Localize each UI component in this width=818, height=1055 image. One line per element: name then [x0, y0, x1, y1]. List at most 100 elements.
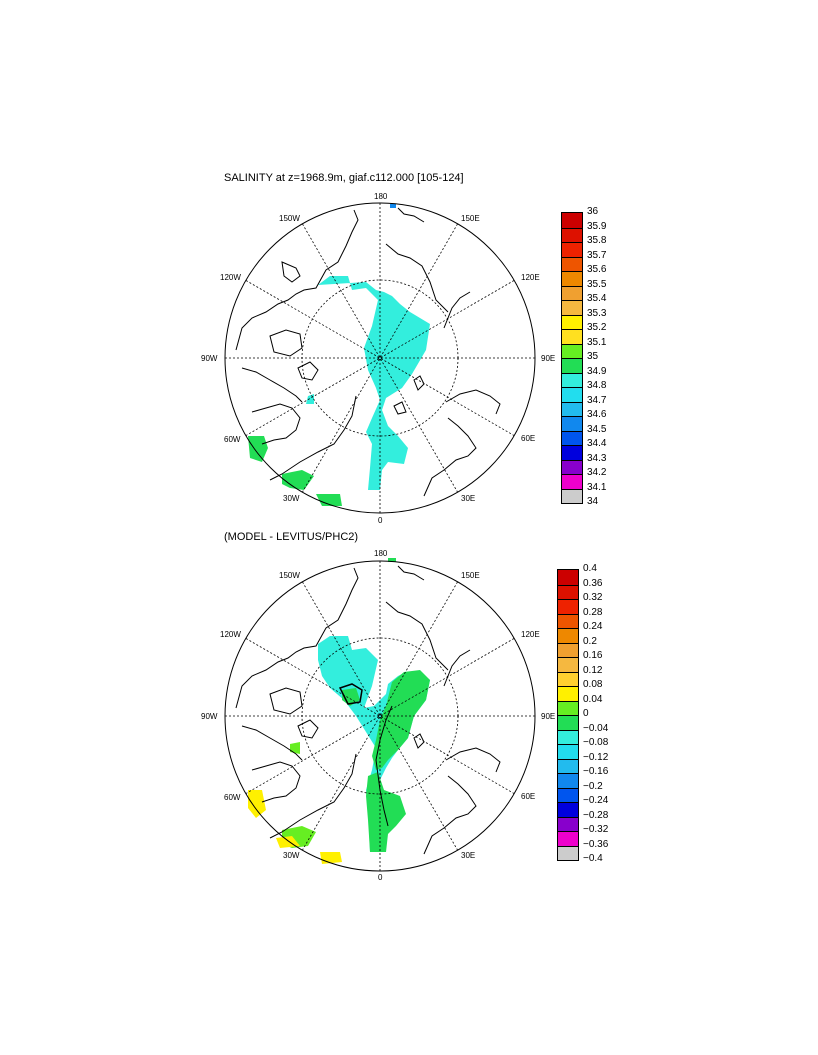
colorbar-tick-label: −0.36	[583, 838, 609, 850]
colorbar-swatch	[558, 831, 578, 846]
colorbar-tick-label: 35.6	[587, 264, 607, 275]
colorbar-swatch	[562, 285, 582, 300]
colorbar-tick-label: 0.24	[583, 621, 603, 632]
colorbar-tick-label: 0.16	[583, 650, 603, 661]
panel2-lon-label: 120E	[521, 630, 540, 639]
colorbar-tick-label: −0.12	[583, 751, 609, 763]
panel2-difference-field	[248, 558, 430, 864]
panel1-lon-label: 60E	[521, 434, 536, 443]
colorbar-tick-label: 34.1	[587, 481, 607, 493]
colorbar-swatch	[558, 802, 578, 817]
colorbar-swatch	[562, 242, 582, 257]
colorbar-tick-label: 34.6	[587, 409, 607, 420]
colorbar-swatch	[562, 372, 582, 387]
colorbar-swatch	[562, 474, 582, 489]
panel2-map-boundary	[224, 560, 536, 872]
colorbar-swatch	[562, 227, 582, 242]
colorbar-swatch	[562, 329, 582, 344]
colorbar-tick-label: −0.08	[583, 737, 609, 748]
colorbar-tick-label: 34.4	[587, 438, 607, 449]
colorbar-tick-label: 35.1	[587, 336, 607, 348]
panel2-lon-label: 30E	[461, 851, 476, 860]
colorbar-swatch	[562, 401, 582, 416]
colorbar-tick-label: 34.7	[587, 394, 607, 406]
colorbar-tick-label: 35.3	[587, 307, 607, 319]
panel2-lon-label: 0	[378, 873, 383, 882]
colorbar-tick-label: −0.32	[583, 824, 609, 835]
colorbar-tick-label: 35.7	[587, 249, 607, 261]
colorbar-tick-label: 34.2	[587, 467, 607, 478]
panel2-lon-label: 150W	[279, 571, 300, 580]
colorbar-swatch	[558, 816, 578, 831]
panel1-title: SALINITY at z=1968.9m, giaf.c112.000 [10…	[224, 172, 464, 184]
colorbar-tick-label: −0.04	[583, 722, 609, 734]
panel1-coastlines	[235, 207, 501, 497]
colorbar-swatch	[562, 387, 582, 402]
colorbar-swatch	[558, 715, 578, 730]
colorbar-swatch	[558, 758, 578, 773]
colorbar-tick-label: 35.5	[587, 278, 607, 290]
panel1-lon-label: 30W	[283, 494, 300, 503]
colorbar-swatch	[558, 599, 578, 614]
panel2-lon-label: 150E	[461, 571, 480, 580]
panel1-lon-label: 120E	[521, 273, 540, 282]
colorbar-swatch	[562, 343, 582, 358]
colorbar-swatch	[562, 459, 582, 474]
colorbar-swatch	[558, 744, 578, 759]
colorbar-swatch	[558, 686, 578, 701]
panel2-lon-label: 120W	[220, 630, 241, 639]
panel2-coastlines	[235, 565, 501, 855]
colorbar-tick-label: −0.16	[583, 766, 609, 777]
colorbar-tick-label: 0.04	[583, 693, 603, 705]
colorbar-tick-label: 35.4	[587, 293, 607, 304]
panel2-title: (MODEL - LEVITUS/PHC2)	[224, 531, 359, 543]
colorbar-swatch	[558, 642, 578, 657]
colorbar-tick-label: 35.2	[587, 322, 607, 333]
panel1-lon-label: 150E	[461, 214, 480, 223]
panel2-lon-label: 180	[374, 549, 388, 558]
colorbar-swatch	[562, 213, 582, 228]
panel1-lon-label: 180	[374, 192, 388, 201]
panel2-lon-label: 30W	[283, 851, 300, 860]
colorbar-tick-label: 34.5	[587, 423, 607, 435]
colorbar-swatch	[558, 570, 578, 585]
colorbar-tick-label: 34.3	[587, 452, 607, 464]
colorbar-swatch	[562, 314, 582, 329]
panel1-lon-label: 120W	[220, 273, 241, 282]
colorbar-swatch	[558, 787, 578, 802]
panel2-graticule	[225, 561, 535, 871]
colorbar-swatch	[562, 256, 582, 271]
colorbar-swatch	[562, 430, 582, 445]
panel1-lon-label: 90E	[541, 354, 556, 363]
colorbar-tick-label: 0.36	[583, 577, 603, 589]
panel1-lon-label: 30E	[461, 494, 476, 503]
panel1-lon-label: 0	[378, 516, 383, 525]
panel1-colorbar	[561, 212, 583, 504]
colorbar-swatch	[558, 628, 578, 643]
colorbar-tick-label: 0.4	[583, 563, 597, 574]
colorbar-swatch	[558, 671, 578, 686]
colorbar-swatch	[558, 613, 578, 628]
panel1-lon-label: 60W	[224, 435, 241, 444]
colorbar-swatch	[558, 729, 578, 744]
colorbar-swatch	[558, 773, 578, 788]
panel2-lon-label: 90E	[541, 712, 556, 721]
colorbar-swatch	[562, 271, 582, 286]
colorbar-tick-label: −0.2	[583, 780, 603, 792]
panel2-lon-label: 60E	[521, 792, 536, 801]
colorbar-tick-label: −0.24	[583, 795, 609, 806]
colorbar-tick-label: 0	[583, 708, 589, 719]
panel1-graticule	[225, 203, 535, 513]
colorbar-tick-label: 34.8	[587, 380, 607, 391]
panel2-lon-label: 60W	[224, 793, 241, 802]
colorbar-swatch	[558, 584, 578, 599]
colorbar-swatch	[562, 416, 582, 431]
colorbar-tick-label: −0.4	[583, 853, 603, 864]
panel2-lon-label: 90W	[201, 712, 218, 721]
colorbar-tick-label: −0.28	[583, 809, 609, 821]
colorbar-tick-label: 35.9	[587, 220, 607, 232]
colorbar-tick-label: 0.12	[583, 664, 603, 676]
colorbar-swatch	[558, 657, 578, 672]
